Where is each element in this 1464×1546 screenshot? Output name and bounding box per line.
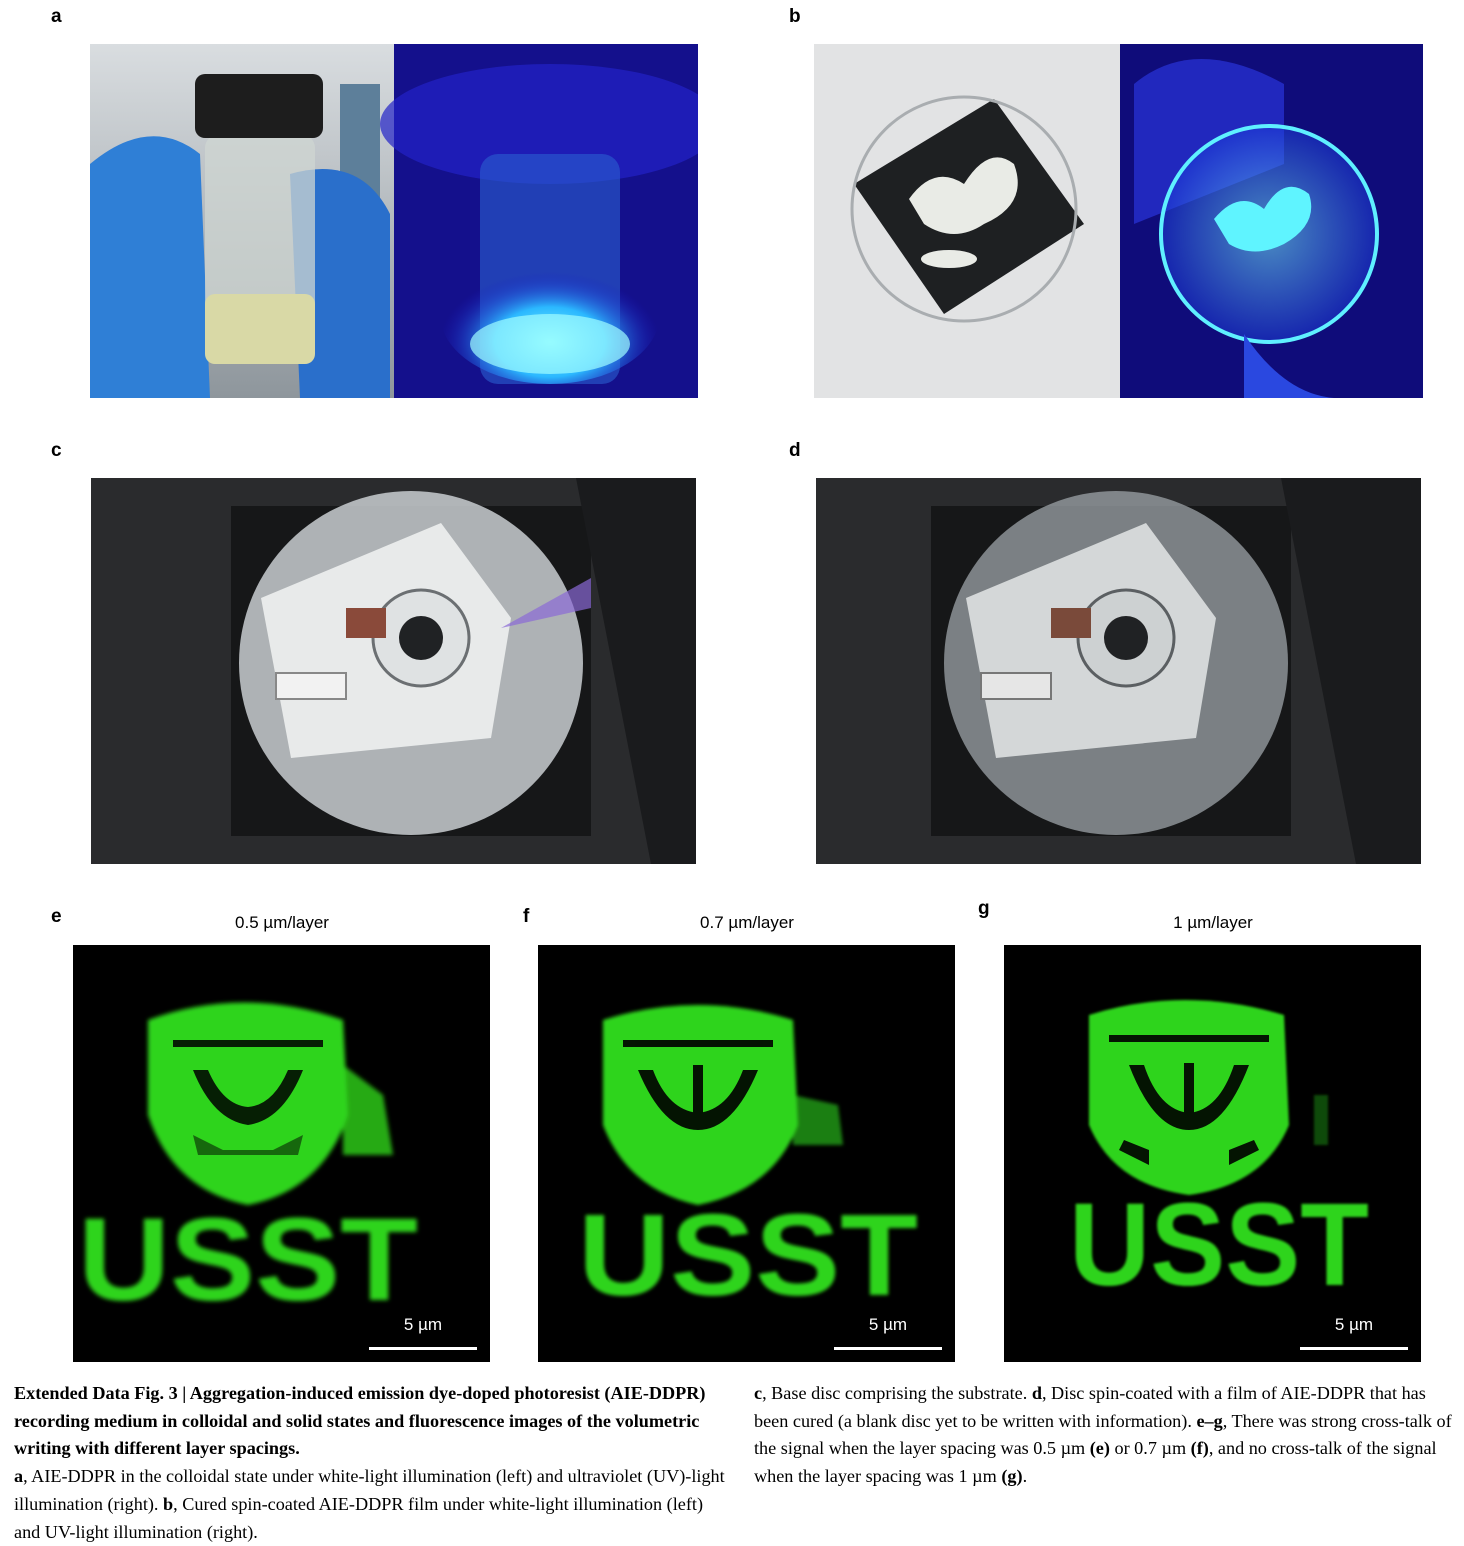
scale-bar-e	[369, 1347, 477, 1350]
caption-text-d: , Disc spin-coated with a film of AIE-DD…	[754, 1383, 1426, 1431]
micro-text-e: USST	[78, 1194, 418, 1326]
caption-text-eg4: .	[1022, 1466, 1028, 1487]
photo-coated-disc	[816, 478, 1421, 864]
micro-text-g: USST	[1069, 1179, 1369, 1311]
scale-label-f: 5 µm	[868, 1315, 908, 1334]
caption-text-a: , AIE-DDPR in the colloidal state under …	[14, 1466, 725, 1514]
scale-bar-f	[834, 1347, 942, 1350]
subtitle-e: 0.5 µm/layer	[235, 913, 329, 932]
photo-vial-colloidal	[90, 44, 698, 398]
caption-label-d: d	[1031, 1383, 1042, 1403]
panel-label-e: e	[51, 906, 62, 927]
panel-label-c: c	[51, 440, 62, 461]
micrograph-f: USST 5 µm	[538, 945, 955, 1362]
micrograph-e: USST 5 µm	[73, 945, 490, 1362]
caption-label-b: b	[163, 1493, 174, 1514]
panel-label-b: b	[789, 6, 801, 27]
caption-ref-g: (g)	[1001, 1466, 1023, 1487]
scale-bar-g	[1300, 1347, 1408, 1350]
caption-text-eg3: , and no cross-talk of the signal when t…	[754, 1438, 1437, 1487]
photo-base-disc	[91, 478, 696, 864]
panel-label-d: d	[789, 440, 801, 461]
scale-label-e: 5 µm	[403, 1315, 443, 1334]
caption-text-c: , Base disc comprising the substrate.	[762, 1383, 1032, 1403]
caption-left: Extended Data Fig. 3 | Aggregation-induc…	[14, 1380, 726, 1546]
photo-film-disc	[814, 44, 1423, 398]
micrograph-g: USST 5 µm	[1004, 945, 1421, 1362]
scale-label-g: 5 µm	[1334, 1315, 1374, 1334]
caption-ref-e: (e)	[1089, 1438, 1110, 1459]
caption-text-eg2: or 0.7 µm	[1109, 1438, 1191, 1459]
caption-label-a: a	[14, 1466, 24, 1487]
subtitle-g: 1 µm/layer	[1173, 913, 1253, 932]
caption-ref-f: (f)	[1190, 1438, 1209, 1459]
caption-label-c: c	[754, 1383, 763, 1403]
caption-right: c, Base disc comprising the substrate. d…	[754, 1380, 1460, 1491]
micro-text-f: USST	[578, 1190, 918, 1320]
subtitle-f: 0.7 µm/layer	[700, 913, 794, 932]
caption-title: Extended Data Fig. 3 | Aggregation-induc…	[14, 1383, 706, 1459]
caption-label-eg: e–g	[1196, 1410, 1223, 1431]
caption-text-eg1: , There was strong cross-talk of the sig…	[754, 1410, 1452, 1459]
panel-label-a: a	[51, 6, 62, 27]
panel-label-g: g	[978, 898, 990, 919]
panel-label-f: f	[523, 906, 530, 927]
